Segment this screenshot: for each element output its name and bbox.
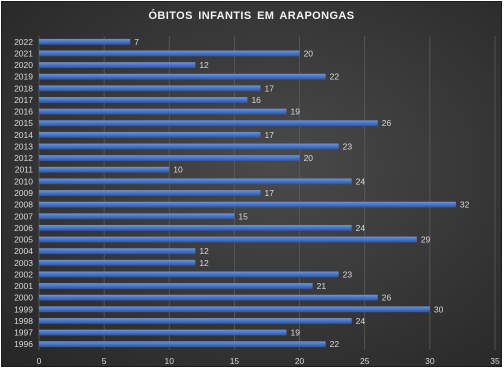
bar-2009 (39, 190, 261, 196)
data-label: 22 (330, 72, 340, 82)
y-tick-label: 2007 (14, 211, 33, 221)
y-tick-label: 2012 (14, 153, 33, 163)
x-tick-label: 5 (102, 356, 107, 366)
bar-2022 (39, 38, 131, 45)
x-tick-label: 20 (295, 356, 305, 366)
data-label: 26 (382, 293, 392, 303)
bar-2002 (39, 271, 339, 278)
bar-1998 (39, 318, 352, 324)
data-label: 15 (238, 211, 248, 221)
data-label: 23 (343, 269, 353, 279)
y-tick-label: 2014 (14, 130, 33, 140)
y-tick-label: 2022 (14, 37, 33, 47)
bar-2010 (39, 178, 352, 185)
y-tick-label: 2019 (14, 72, 33, 82)
y-tick-label: 2011 (15, 165, 34, 175)
bar-2003 (39, 259, 196, 266)
y-tick-label: 2001 (14, 281, 33, 291)
bar-2014 (39, 131, 261, 138)
bar-2013 (39, 143, 339, 150)
bar-2019 (39, 73, 326, 80)
bar-2001 (39, 283, 313, 289)
bar-2015 (39, 120, 378, 127)
bar-2000 (39, 294, 378, 301)
bar-2011 (39, 166, 170, 173)
data-label: 19 (291, 107, 301, 117)
data-label: 17 (264, 83, 274, 93)
x-tick-label: 30 (425, 356, 435, 366)
x-tick-label: 25 (360, 356, 370, 366)
data-label: 29 (421, 235, 431, 245)
bar-2018 (39, 85, 261, 92)
x-tick-label: 0 (37, 356, 42, 366)
bar-2008 (39, 201, 456, 208)
y-tick-label: 1996 (14, 339, 33, 349)
data-label: 23 (343, 141, 353, 151)
y-tick-label: 2015 (14, 118, 33, 128)
y-tick-label: 2004 (14, 246, 33, 256)
y-tick-label: 2021 (14, 48, 33, 58)
x-tick-label: 35 (490, 356, 500, 366)
y-tick-label: 1998 (14, 316, 33, 326)
x-tick-label: 15 (230, 356, 240, 366)
bar-2006 (39, 224, 352, 231)
data-label: 24 (356, 316, 366, 326)
data-label: 26 (382, 118, 392, 128)
y-tick-label: 1997 (14, 328, 33, 338)
y-tick-label: 2020 (14, 60, 33, 70)
bar-2007 (39, 213, 235, 220)
bars (39, 38, 456, 348)
data-label: 21 (317, 281, 327, 291)
y-tick-label: 2006 (14, 223, 33, 233)
y-tick-label: 2018 (14, 83, 33, 93)
bar-2005 (39, 236, 417, 243)
x-tick-label: 10 (165, 356, 175, 366)
y-tick-label: 2009 (14, 188, 33, 198)
y-tick-label: 2005 (14, 235, 33, 245)
bar-2004 (39, 248, 196, 255)
y-tick-label: 2003 (14, 258, 33, 268)
bar-1996 (39, 341, 326, 348)
data-label: 24 (356, 223, 366, 233)
data-label: 20 (304, 48, 314, 58)
data-label: 12 (199, 258, 209, 268)
data-label: 12 (199, 60, 209, 70)
y-tick-label: 2010 (14, 176, 33, 186)
data-label: 19 (291, 328, 301, 338)
data-label: 30 (434, 304, 444, 314)
data-label: 12 (199, 246, 209, 256)
bar-2016 (39, 108, 287, 115)
y-tick-label: 1999 (14, 304, 33, 314)
data-label: 17 (264, 188, 274, 198)
value-axis-labels: 0 5 10 15 20 25 30 35 (37, 356, 500, 366)
data-label: 24 (356, 176, 366, 186)
data-label: 20 (304, 153, 314, 163)
y-tick-label: 2013 (14, 141, 33, 151)
y-tick-label: 2017 (14, 95, 33, 105)
data-label: 32 (460, 200, 470, 210)
y-tick-label: 2002 (14, 269, 33, 279)
bar-2021 (39, 50, 300, 57)
data-label: 16 (251, 95, 261, 105)
data-label: 7 (134, 37, 139, 47)
data-label: 22 (330, 339, 340, 349)
y-tick-label: 2000 (14, 293, 33, 303)
y-tick-label: 2008 (14, 200, 33, 210)
data-labels: 7201222171619261723201024173215242912122… (134, 37, 469, 349)
chart-title: ÓBITOS INFANTIS EM ARAPONGAS (148, 10, 355, 22)
data-label: 10 (173, 165, 183, 175)
bar-2017 (39, 97, 248, 103)
bar-2020 (39, 62, 196, 68)
data-label: 17 (264, 130, 274, 140)
y-tick-label: 2016 (14, 107, 33, 117)
bar-1997 (39, 329, 287, 336)
bar-2012 (39, 155, 300, 162)
bar-1999 (39, 306, 430, 313)
